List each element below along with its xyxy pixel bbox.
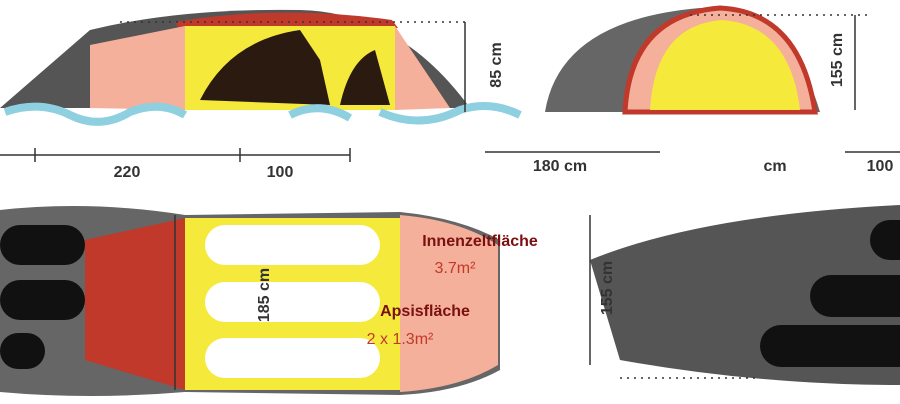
area-title: Innenzeltfläche [422, 233, 538, 250]
area-title: Apsisfläche [380, 303, 470, 320]
length-label: 220 [114, 164, 141, 181]
sleeping-pad [205, 282, 380, 322]
area-value: 2 x 1.3m² [367, 331, 434, 348]
ridge [175, 12, 398, 30]
length-label: 185 cm [256, 268, 273, 322]
vestibule [395, 26, 450, 110]
gear [810, 275, 900, 317]
gear [0, 333, 45, 369]
width-label: 100 [867, 158, 894, 175]
apse [85, 218, 185, 390]
side-view: 85 cm 220 100 [0, 9, 522, 181]
vestibule [90, 26, 185, 110]
sleeping-pad [205, 338, 380, 378]
width-label: cm [763, 158, 786, 175]
gear [760, 325, 900, 367]
length-label: 100 [267, 164, 294, 181]
mats [3, 102, 522, 126]
end-view: 155 cm [589, 205, 900, 385]
apse [400, 215, 498, 392]
gear [870, 220, 900, 260]
height-label: 155 cm [829, 33, 846, 87]
front-view: 155 cm 180 cm cm 100 [485, 5, 900, 175]
height-label: 85 cm [488, 42, 505, 87]
area-value: 3.7m² [435, 260, 477, 277]
sleeping-pad [205, 225, 380, 265]
gear [0, 280, 85, 320]
gear [0, 225, 85, 265]
people [200, 30, 390, 105]
height-label: 155 cm [599, 261, 616, 315]
inner-tent [650, 20, 800, 110]
width-label: 180 cm [533, 158, 587, 175]
floor-plan: 185 cm Innenzeltfläche 3.7m² Apsisfläche… [0, 206, 538, 396]
